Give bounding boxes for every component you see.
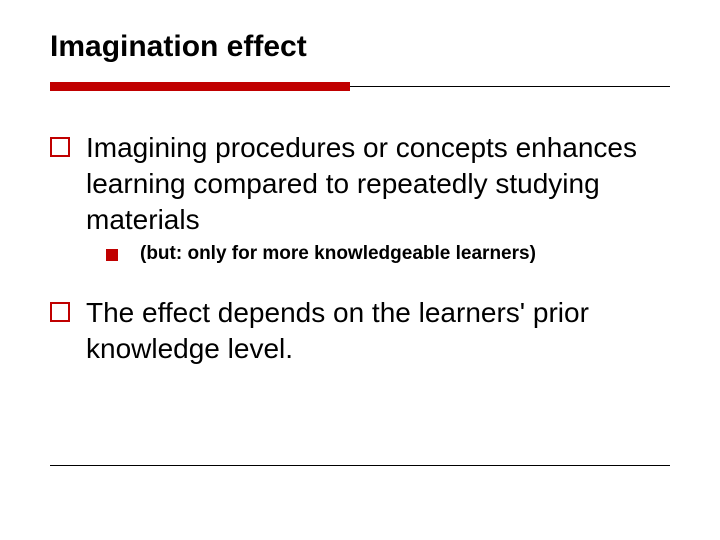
bullet-row: Imagining procedures or concepts enhance… xyxy=(50,130,670,237)
bullet-text: Imagining procedures or concepts enhance… xyxy=(86,130,670,237)
bottom-rule xyxy=(50,465,670,466)
slide: Imagination effect Imagining procedures … xyxy=(0,0,720,540)
bullet-text: The effect depends on the learners' prio… xyxy=(86,295,670,367)
content: Imagining procedures or concepts enhance… xyxy=(50,130,670,367)
square-bullet-icon xyxy=(106,249,118,261)
title-rule xyxy=(50,82,670,92)
slide-title: Imagination effect xyxy=(50,30,670,64)
checkbox-bullet-icon xyxy=(50,137,70,157)
checkbox-bullet-icon xyxy=(50,302,70,322)
sub-bullet-text: (but: only for more knowledgeable learne… xyxy=(140,243,670,265)
title-rule-thick xyxy=(50,82,350,91)
bullet-row: The effect depends on the learners' prio… xyxy=(50,295,670,367)
sub-bullet-row: (but: only for more knowledgeable learne… xyxy=(106,243,670,265)
